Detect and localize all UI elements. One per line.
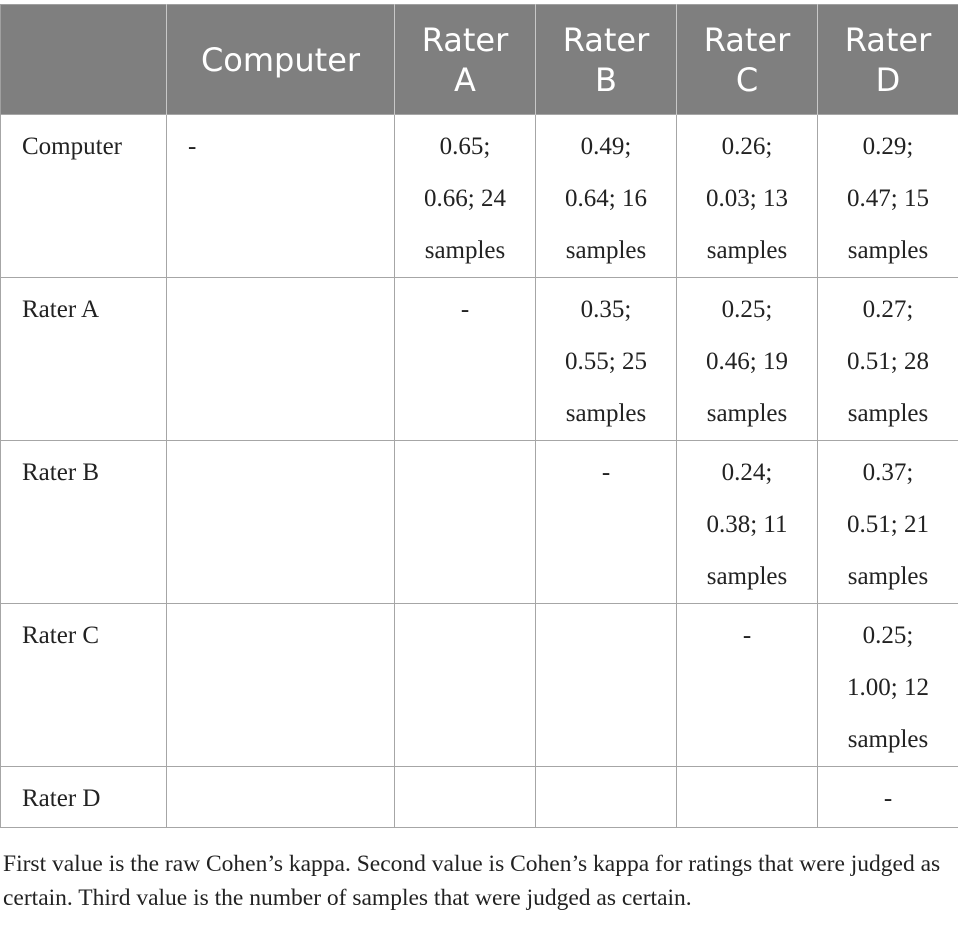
column-header-rater-b: Rater B	[535, 4, 677, 115]
table-footnote: First value is the raw Cohen’s kappa. Se…	[3, 851, 941, 911]
table-cell	[166, 440, 395, 604]
table-cell: 0.27; 0.51; 28 samples	[817, 277, 958, 441]
header-corner-cell	[0, 4, 167, 115]
column-header-rater-c: Rater C	[676, 4, 818, 115]
table-cell: -	[676, 603, 818, 767]
table-cell: 0.24; 0.38; 11 samples	[676, 440, 818, 604]
table-row-rater-a: Rater A - 0.35; 0.55; 25 samples 0.25; 0.46…	[0, 277, 958, 441]
table-row-rater-d: Rater D -	[0, 766, 958, 828]
table-row-rater-b: Rater B - 0.24; 0.38; 11 samples 0.37; 0.51…	[0, 440, 958, 604]
table-cell	[166, 277, 395, 441]
table-cell	[166, 766, 395, 828]
row-header-rater-c: Rater C	[0, 603, 167, 767]
table-cell	[535, 603, 677, 767]
table-cell: -	[394, 277, 536, 441]
table-cell: -	[166, 114, 395, 278]
column-header-rater-a: Rater A	[394, 4, 536, 115]
table-header-row: Computer Rater A Rater B Rater C Rater D	[0, 4, 958, 115]
table-cell	[535, 766, 677, 828]
column-header-computer: Computer	[166, 4, 395, 115]
table-cell: 0.49; 0.64; 16 samples	[535, 114, 677, 278]
row-header-rater-d: Rater D	[0, 766, 167, 828]
table-cell	[394, 440, 536, 604]
table-cell: 0.25; 0.46; 19 samples	[676, 277, 818, 441]
table-cell	[676, 766, 818, 828]
table-cell: -	[535, 440, 677, 604]
table-row-rater-c: Rater C - 0.25; 1.00; 12 samples	[0, 603, 958, 767]
table-cell	[394, 766, 536, 828]
table-cell	[166, 603, 395, 767]
table-cell: -	[817, 766, 958, 828]
row-header-rater-a: Rater A	[0, 277, 167, 441]
kappa-agreement-table: Computer Rater A Rater B Rater C Rater D Com…	[0, 4, 958, 828]
table-cell	[394, 603, 536, 767]
row-header-rater-b: Rater B	[0, 440, 167, 604]
table-cell: 0.35; 0.55; 25 samples	[535, 277, 677, 441]
table-cell: 0.29; 0.47; 15 samples	[817, 114, 958, 278]
table-cell: 0.26; 0.03; 13 samples	[676, 114, 818, 278]
table-cell: 0.65; 0.66; 24 samples	[394, 114, 536, 278]
table-row-computer: Computer - 0.65; 0.66; 24 samples 0.49; 0.6…	[0, 114, 958, 278]
table-cell: 0.37; 0.51; 21 samples	[817, 440, 958, 604]
table-cell: 0.25; 1.00; 12 samples	[817, 603, 958, 767]
column-header-rater-d: Rater D	[817, 4, 958, 115]
row-header-computer: Computer	[0, 114, 167, 278]
